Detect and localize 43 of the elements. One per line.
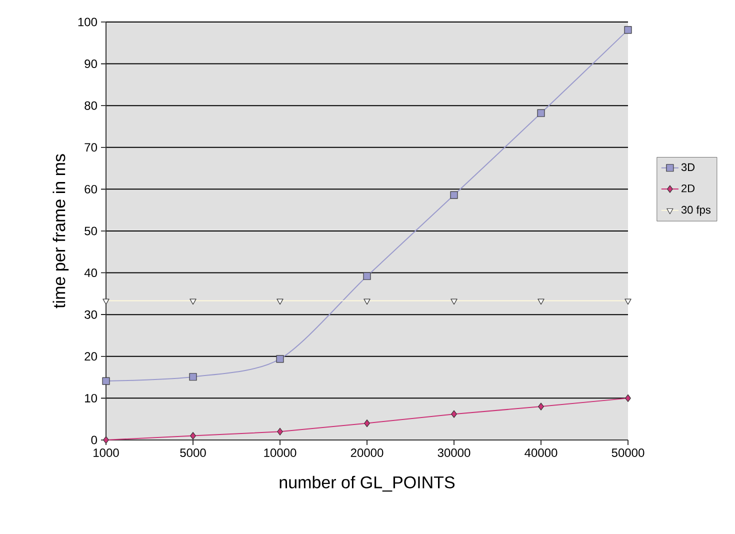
legend-label: 30 fps (681, 206, 711, 216)
point (190, 432, 196, 440)
y-tick-label: 100 (78, 18, 98, 26)
x-tick-label: 20000 (350, 448, 384, 458)
point (102, 377, 110, 385)
y-tick-label: 30 (84, 310, 98, 319)
legend-label: 3D (681, 163, 695, 172)
point (450, 298, 458, 305)
point (538, 402, 544, 410)
y-tick-label: 40 (84, 268, 98, 278)
point (538, 298, 544, 305)
y-tick-label: 90 (84, 60, 98, 68)
y-tick-label: 70 (84, 143, 98, 152)
point (277, 428, 283, 436)
point (624, 298, 632, 305)
point (537, 109, 545, 117)
y-tick-label: 10 (85, 394, 98, 402)
x-tick-label: 40000 (524, 448, 558, 458)
point (190, 298, 196, 305)
point (103, 436, 109, 444)
y-tick-label: 0 (91, 436, 98, 444)
y-tick-label: 80 (84, 101, 98, 110)
x-axis-title: number of GL_POINTS (280, 476, 455, 492)
point (363, 272, 371, 280)
x-tick-label: 30000 (438, 448, 470, 458)
point (276, 298, 284, 305)
y-tick-label: 20 (84, 352, 98, 361)
legend-label: 2D (682, 184, 695, 192)
point (451, 410, 457, 418)
x-tick-label: 50000 (612, 448, 644, 458)
point (625, 394, 631, 402)
y-tick-label: 50 (84, 226, 98, 236)
point (189, 373, 197, 381)
x-tick-label: 1000 (94, 448, 119, 458)
point (624, 26, 632, 34)
point (276, 355, 284, 363)
y-axis-title: time per frame in ms (52, 154, 69, 308)
x-tick-label: 10000 (264, 448, 296, 458)
x-tick-label: 5000 (180, 448, 206, 458)
point (450, 191, 458, 199)
point (364, 298, 370, 305)
y-tick-label: 60 (84, 184, 98, 194)
point (364, 419, 370, 428)
